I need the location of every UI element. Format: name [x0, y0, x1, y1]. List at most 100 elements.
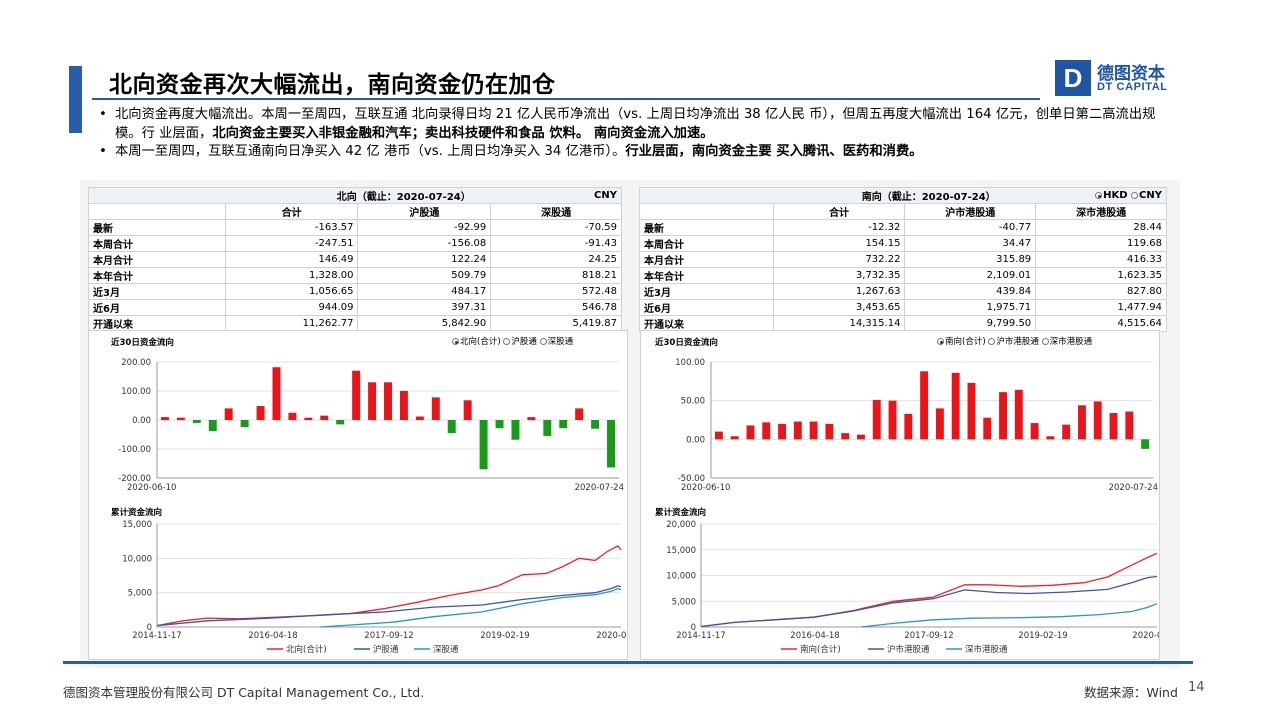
x-tick-label: 2020-07-24 — [575, 483, 624, 493]
south-currency-toggle: HKD CNY — [1035, 187, 1167, 204]
south-col-total: 合计 — [772, 203, 906, 220]
y-tick-label: 20,000 — [666, 520, 696, 530]
logo-mark: D — [1055, 60, 1091, 96]
bar — [495, 420, 504, 429]
bar — [730, 436, 739, 440]
cny-radio[interactable] — [1131, 192, 1139, 199]
bar — [1014, 389, 1023, 440]
cell: 572.48 — [490, 283, 622, 300]
south-sh-option[interactable]: 沪市港股通 — [996, 337, 1039, 347]
cell: 397.31 — [357, 299, 492, 316]
x-tick-label: 2019-02-19 — [480, 631, 529, 641]
south-table-header: 南向（截止：2020-07-24） HKD CNY — [638, 187, 1167, 204]
cell: -40.77 — [904, 219, 1037, 236]
cell: 1,975.71 — [904, 299, 1037, 316]
y-tick-label: -100.00 — [118, 445, 151, 455]
north-sh-radio[interactable] — [503, 338, 511, 345]
y-tick-label: -200.00 — [118, 474, 151, 484]
north-sz-option[interactable]: 深股通 — [547, 337, 574, 347]
y-tick-label: 100.00 — [121, 387, 151, 397]
cell: -92.99 — [357, 219, 492, 236]
y-tick-label: 0.00 — [686, 435, 705, 445]
x-tick-label: 2020-07-21 — [596, 631, 627, 641]
south-sz-radio[interactable] — [1041, 338, 1049, 345]
row-label: 近3月 — [88, 283, 226, 300]
table-row: 开通以来 11,262.77 5,842.90 5,419.87 — [88, 315, 622, 332]
north-sz-radio[interactable] — [539, 338, 547, 345]
y-tick-label: 15,000 — [122, 520, 152, 530]
table-row: 最新 -12.32 -40.77 28.44 — [639, 219, 1167, 236]
row-label: 近6月 — [88, 299, 226, 316]
bar — [320, 415, 329, 420]
x-tick-label: 2020-06-10 — [681, 483, 730, 493]
north-cum-title: 累计资金流向 — [111, 508, 163, 518]
bar — [793, 421, 802, 440]
north-col-total: 合计 — [224, 203, 359, 220]
bar — [208, 420, 217, 432]
bar — [399, 391, 408, 420]
bullet-2-bold: 行业层面，南向资金主要 买入腾讯、医药和消费。 — [625, 144, 923, 159]
south-flow-table: 南向（截止：2020-07-24） HKD CNY 合计 沪市港股通 深市港股通… — [638, 187, 1167, 332]
table-row: 近6月 3,453.65 1,975.71 1,477.94 — [639, 299, 1167, 316]
row-label: 最新 — [639, 219, 774, 236]
bar — [160, 417, 169, 420]
bar — [1109, 413, 1118, 440]
bar — [511, 420, 520, 440]
bar — [1062, 424, 1071, 440]
row-label: 近6月 — [639, 299, 774, 316]
bar — [176, 417, 185, 420]
cny-label[interactable]: CNY — [1139, 190, 1162, 201]
bar — [431, 397, 440, 420]
bar — [746, 425, 755, 440]
south-sh-radio[interactable] — [988, 338, 996, 345]
y-tick-label: 100.00 — [675, 358, 705, 368]
series-line — [700, 575, 1158, 628]
cell: 119.68 — [1035, 235, 1167, 252]
legend-label: 深市港股通 — [965, 644, 1008, 655]
south-total-radio[interactable] — [937, 338, 944, 345]
x-tick-label: 2016-04-18 — [790, 631, 839, 641]
bullet-1: 北向资金再度大幅流出。本周一至周四，互联互通 北向录得日均 21 亿人民币净流出… — [97, 106, 1167, 143]
cell: 509.79 — [357, 267, 492, 284]
bar — [575, 408, 584, 420]
south-total-option[interactable]: 南向(合计) — [945, 337, 986, 347]
north-daily-bar-chart: -200.00 -100.00 0.00 100.00 200.00 2020-06-10… — [118, 358, 624, 493]
row-label: 本月合计 — [639, 251, 774, 268]
north-total-radio[interactable] — [452, 338, 459, 345]
cell: 1,328.00 — [224, 267, 359, 284]
table-row: 本年合计 3,732.35 2,109.01 1,623.35 — [639, 267, 1167, 284]
cell: -12.32 — [772, 219, 906, 236]
cell: 315.89 — [904, 251, 1037, 268]
bar — [872, 399, 881, 440]
y-tick-label: 50.00 — [681, 397, 705, 407]
north-total-option[interactable]: 北向(合计) — [460, 337, 501, 347]
bar — [256, 406, 265, 420]
bar — [1125, 411, 1134, 440]
bar — [479, 420, 488, 470]
data-source: 数据来源：Wind — [1084, 685, 1178, 700]
row-label: 本月合计 — [88, 251, 226, 268]
x-tick-label: 2020-07-21 — [1132, 631, 1159, 641]
table-row: 近3月 1,267.63 439.84 827.80 — [639, 283, 1167, 300]
hkd-label[interactable]: HKD — [1103, 190, 1128, 201]
y-tick-label: 15,000 — [666, 546, 696, 556]
legend-label: 南向(合计) — [800, 644, 841, 655]
south-sz-option[interactable]: 深市港股通 — [1049, 337, 1093, 347]
bar — [336, 420, 345, 425]
cell: 732.22 — [772, 251, 906, 268]
row-label: 本周合计 — [88, 235, 226, 252]
bullet-1-text: 北向资金再度大幅流出。本周一至周四，互联互通 北向录得日均 21 亿人民币净流出… — [115, 107, 1156, 141]
hkd-radio[interactable] — [1095, 192, 1103, 199]
bar — [983, 417, 992, 440]
table-row: 本周合计 -247.51 -156.08 -91.43 — [88, 235, 622, 252]
row-label: 本周合计 — [639, 235, 774, 252]
north-column-headers: 合计 沪股通 深股通 — [88, 203, 622, 220]
north-sh-option[interactable]: 沪股通 — [511, 337, 537, 347]
legend-label: 北向(合计) — [286, 644, 327, 655]
cell: 2,109.01 — [904, 267, 1037, 284]
footer-rule — [63, 661, 1193, 664]
page-number: 14 — [1188, 680, 1205, 695]
cell: 546.78 — [490, 299, 622, 316]
cell: 1,056.65 — [224, 283, 359, 300]
bar — [1141, 439, 1150, 449]
